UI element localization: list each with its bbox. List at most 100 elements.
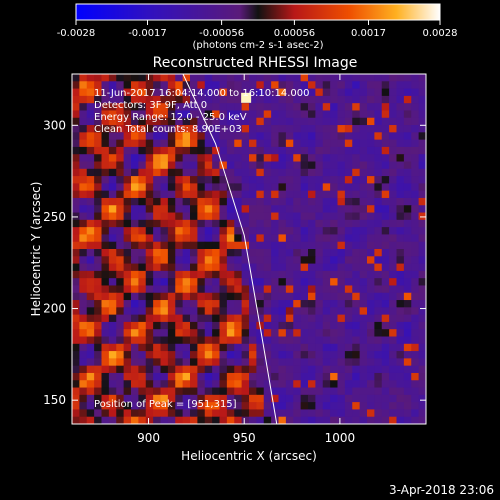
heatmap-cell: [367, 219, 375, 228]
heatmap-cell: [182, 190, 191, 199]
heatmap-cell: [263, 197, 272, 206]
heatmap-cell: [389, 365, 398, 374]
heatmap-cell: [337, 146, 346, 155]
heatmap-cell: [241, 394, 250, 403]
heatmap-cell: [86, 88, 95, 97]
heatmap-cell: [411, 394, 420, 403]
heatmap-cell: [330, 292, 339, 301]
heatmap-cell: [153, 256, 162, 265]
heatmap-cell: [190, 263, 198, 272]
heatmap-cell: [197, 227, 206, 235]
heatmap-cell: [278, 416, 287, 424]
annotation-line: Clean Total counts: 8.90E+03: [94, 124, 242, 135]
heatmap-cell: [116, 241, 125, 250]
heatmap-cell: [160, 95, 169, 104]
heatmap-cell: [138, 161, 147, 170]
heatmap-cell: [344, 285, 353, 294]
heatmap-cell: [219, 256, 228, 265]
heatmap-cell: [219, 387, 228, 396]
heatmap-cell: [226, 183, 235, 192]
heatmap-cell: [167, 227, 176, 235]
heatmap-cell: [381, 285, 390, 294]
heatmap-cell: [234, 110, 243, 119]
heatmap-cell: [308, 285, 316, 294]
heatmap-cell: [153, 212, 162, 221]
heatmap-cell: [190, 168, 198, 177]
heatmap-cell: [241, 234, 250, 243]
heatmap-cell: [249, 132, 257, 141]
heatmap-cell: [300, 336, 309, 345]
heatmap-cell: [116, 161, 125, 170]
heatmap-cell: [344, 234, 353, 243]
heatmap-cell: [330, 409, 339, 418]
heatmap-cell: [226, 394, 235, 403]
heatmap-cell: [190, 387, 198, 396]
heatmap-cell: [101, 314, 110, 323]
heatmap-cell: [396, 307, 405, 316]
heatmap-cell: [219, 321, 228, 330]
heatmap-cell: [123, 117, 132, 126]
heatmap-cell: [389, 241, 398, 250]
heatmap-cell: [94, 125, 103, 133]
heatmap-cell: [367, 402, 375, 410]
heatmap-cell: [263, 227, 272, 235]
heatmap-cell: [190, 336, 198, 345]
heatmap-cell: [123, 234, 132, 243]
heatmap-cell: [315, 416, 324, 424]
heatmap-cell: [308, 402, 316, 410]
heatmap-cell: [367, 74, 375, 82]
heatmap-cell: [374, 227, 383, 235]
heatmap-cell: [381, 81, 390, 90]
heatmap-cell: [344, 321, 353, 330]
heatmap-cell: [190, 270, 198, 279]
heatmap-cell: [234, 351, 243, 359]
heatmap-cell: [212, 110, 221, 119]
heatmap-cell: [219, 351, 228, 359]
heatmap-cell: [381, 219, 390, 228]
heatmap-cell: [226, 168, 235, 177]
heatmap-cell: [418, 110, 426, 119]
heatmap-cell: [411, 117, 420, 126]
heatmap-cell: [182, 263, 191, 272]
heatmap-cell: [293, 270, 302, 279]
heatmap-cell: [131, 110, 139, 119]
heatmap-cell: [108, 241, 117, 250]
heatmap-cell: [271, 103, 280, 111]
heatmap-cell: [197, 212, 206, 221]
heatmap-cell: [322, 117, 331, 126]
heatmap-cell: [367, 372, 375, 381]
heatmap-cell: [344, 95, 353, 104]
heatmap-cell: [212, 249, 221, 257]
heatmap-cell: [226, 197, 235, 206]
heatmap-cell: [337, 336, 346, 345]
heatmap-cell: [226, 219, 235, 228]
heatmap-cell: [308, 278, 316, 286]
heatmap-cell: [418, 278, 426, 286]
heatmap-cell: [381, 125, 390, 133]
heatmap-cell: [219, 234, 228, 243]
heatmap-cell: [271, 146, 280, 155]
heatmap-cell: [374, 81, 383, 90]
heatmap-cell: [94, 380, 103, 389]
heatmap-cell: [182, 343, 191, 352]
heatmap-cell: [403, 380, 412, 389]
heatmap-cell: [131, 300, 139, 308]
heatmap-cell: [204, 307, 213, 316]
heatmap-cell: [308, 263, 316, 272]
heatmap-cell: [256, 314, 265, 323]
heatmap-cell: [403, 372, 412, 381]
heatmap-cell: [241, 132, 250, 141]
heatmap-cell: [374, 161, 383, 170]
heatmap-cell: [234, 307, 243, 316]
heatmap-cell: [131, 314, 139, 323]
heatmap-cell: [182, 234, 191, 243]
heatmap-cell: [344, 125, 353, 133]
heatmap-cell: [116, 249, 125, 257]
heatmap-cell: [226, 380, 235, 389]
heatmap-cell: [322, 74, 331, 82]
heatmap-cell: [418, 336, 426, 345]
heatmap-cell: [322, 314, 331, 323]
heatmap-cell: [308, 117, 316, 126]
heatmap-cell: [300, 205, 309, 214]
heatmap-cell: [94, 219, 103, 228]
